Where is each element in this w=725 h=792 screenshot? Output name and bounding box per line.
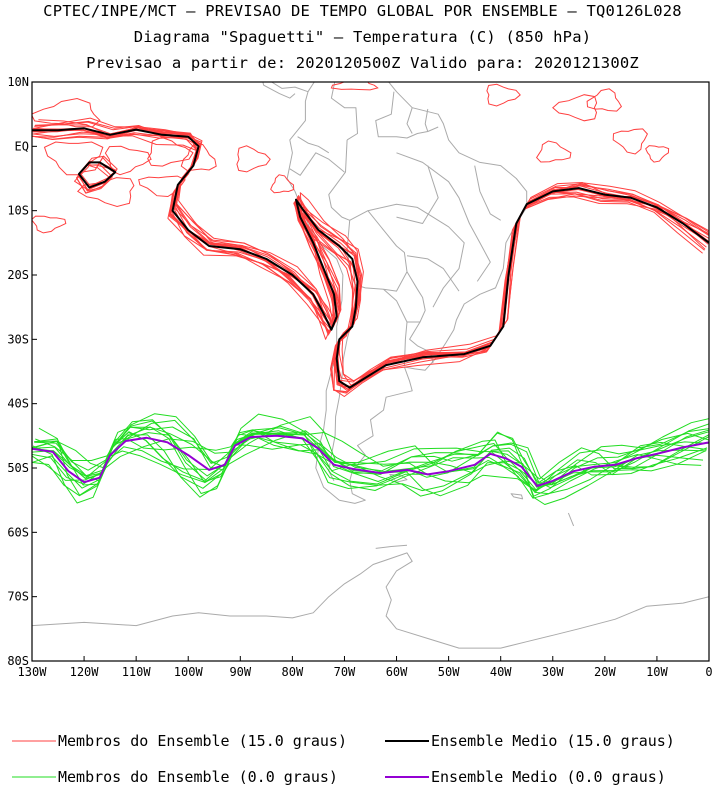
y-tick-label-5: 40S: [7, 397, 29, 411]
legend: Membros do Ensemble (15.0 graus) Ensemble…: [12, 732, 675, 786]
coastline-map: [32, 27, 709, 649]
member-line-0-0-0: [32, 129, 703, 393]
x-tick-label-3: 100W: [174, 665, 204, 679]
legend-label-0: Membros do Ensemble (15.0 graus): [58, 732, 347, 750]
chart-title-line-2: Diagrama "Spaguetti" – Temperatura (C) (…: [133, 28, 592, 46]
border-colombia-venezuela: [330, 82, 358, 141]
border-venezuela-guyana: [375, 91, 439, 139]
y-tick-label-4: 30S: [7, 332, 29, 346]
x-tick-label-4: 90W: [229, 665, 251, 679]
axes: 130W 120W 110W 100W 90W 80W 70W 60W 50W 40W 30W 20W…: [7, 75, 712, 679]
brazil-states-2: [367, 203, 465, 308]
y-tick-label-6: 50S: [7, 461, 29, 475]
member-line-0-0-9: [32, 126, 709, 382]
member-blob-3: [180, 143, 217, 172]
border-guianas: [406, 107, 413, 134]
member-line-1-0-13: [32, 432, 707, 497]
member-line-0-0-4: [34, 121, 709, 383]
brazil-states-3: [406, 255, 460, 292]
member-line-0-0-10: [32, 128, 709, 392]
x-tick-label-1: 120W: [70, 665, 100, 679]
y-tick-label-0: 10N: [7, 75, 29, 89]
mean-line-0-1: [77, 161, 117, 189]
y-tick-label-3: 20S: [7, 268, 29, 282]
plot-frame: [31, 81, 710, 662]
antarctica-coast: [32, 552, 709, 649]
member-line-0-0-13: [34, 124, 709, 388]
chart-title-line-3: Previsao a partir de: 2020120500Z Valido…: [86, 54, 639, 72]
legend-label-3: Ensemble Medio (0.0 graus): [431, 768, 666, 786]
member-line-0-0-7: [32, 127, 706, 397]
x-tick-label-7: 60W: [386, 665, 408, 679]
mean-line-1-0: [32, 434, 709, 487]
member-blob-7: [32, 215, 67, 234]
member-blob-4: [32, 97, 101, 128]
member-line-1-0-3: [35, 428, 709, 488]
member-blob-16: [330, 82, 379, 91]
member-blob-14: [486, 83, 521, 107]
member-blob-8: [236, 145, 271, 173]
member-line-0-0-6: [32, 117, 709, 382]
sandwich-islands: [567, 512, 575, 527]
peninsula-islands: [375, 544, 408, 549]
member-line-1-0-6: [34, 423, 709, 491]
x-tick-label-10: 30W: [542, 665, 564, 679]
x-tick-label-9: 40W: [490, 665, 512, 679]
member-blob-6: [138, 175, 186, 198]
border-guianas-2: [424, 108, 429, 132]
x-tick-label-6: 70W: [334, 665, 356, 679]
member-line-0-0-14: [32, 128, 709, 387]
legend-label-1: Ensemble Medio (15.0 graus): [431, 732, 675, 750]
member-blob-12: [612, 128, 649, 155]
border-colombia-ecuador: [297, 136, 330, 154]
legend-label-2: Membros do Ensemble (0.0 graus): [58, 768, 338, 786]
central-america-coast: [270, 82, 309, 93]
x-tick-label-12: 10W: [646, 665, 668, 679]
y-tick-label-7: 60S: [7, 525, 29, 539]
mean-line-0-0: [32, 127, 709, 389]
member-line-0-0-1: [32, 127, 709, 386]
x-tick-label-2: 110W: [122, 665, 152, 679]
y-tick-label-9: 80S: [7, 654, 29, 668]
x-tick-label-11: 20W: [594, 665, 616, 679]
chart-title-line-1: CPTEC/INPE/MCT – PREVISAO DE TEMPO GLOBA…: [43, 2, 682, 20]
member-line-0-0-12: [32, 127, 705, 393]
member-line-0-0-2: [34, 120, 709, 391]
central-america-coast-2: [262, 82, 296, 99]
member-line-0-0-8: [38, 119, 709, 388]
member-blob-2: [147, 136, 194, 167]
y-tick-label-1: EQ: [15, 139, 29, 153]
north-coast-islands: [334, 27, 371, 29]
south-georgia: [510, 493, 524, 500]
member-line-0-0-5: [32, 126, 707, 394]
ensemble-means: [32, 127, 709, 487]
x-tick-label-13: 0: [705, 665, 712, 679]
y-tick-label-8: 70S: [7, 590, 29, 604]
member-blob-11: [552, 94, 598, 122]
member-blob-5: [77, 177, 135, 208]
brazil-states-5: [396, 165, 439, 224]
border-amazon-north: [328, 139, 350, 221]
member-blob-0: [43, 141, 104, 176]
border-ecuador-peru: [289, 152, 345, 176]
member-blob-15: [535, 140, 572, 163]
member-line-1-0-11: [34, 433, 707, 495]
member-blob-9: [270, 174, 295, 194]
y-tick-label-2: 10S: [7, 204, 29, 218]
x-tick-label-8: 50W: [438, 665, 460, 679]
brazil-states-4: [474, 165, 501, 221]
member-blob-13: [645, 145, 670, 163]
caribbean: [388, 53, 390, 69]
member-blob-1: [104, 145, 152, 176]
border-paraguay: [383, 271, 426, 323]
x-tick-label-5: 80W: [282, 665, 304, 679]
member-blob-10: [586, 88, 623, 112]
x-tick-label-0: 130W: [18, 665, 48, 679]
brazil-states: [396, 152, 491, 282]
